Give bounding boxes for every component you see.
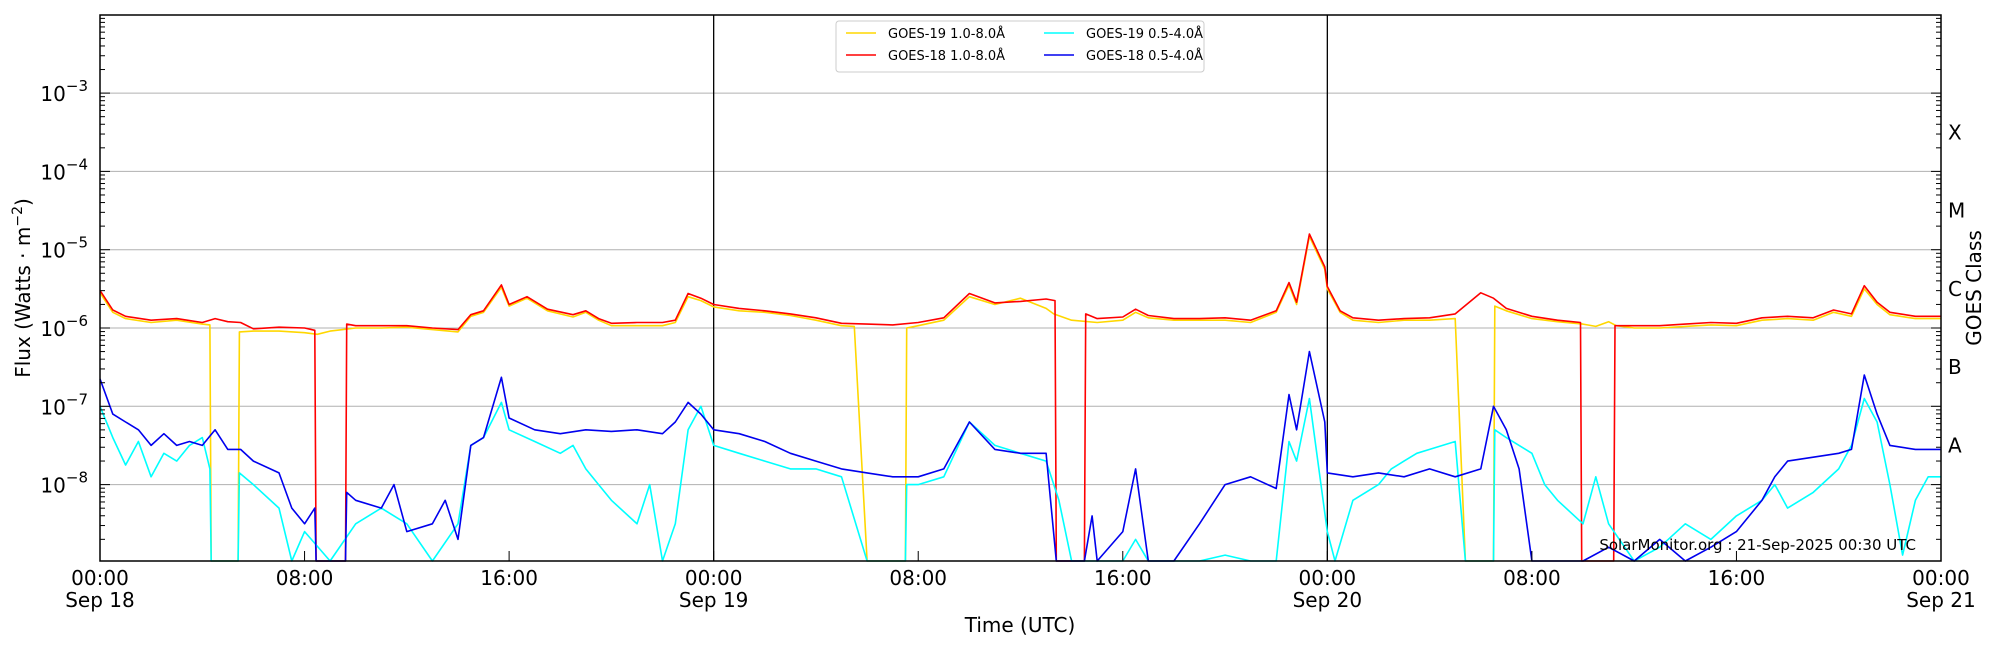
y-tick-label: 10−8 [40, 469, 88, 498]
y-axis-ticks: 10−3 10−4 10−5 10−6 10−7 10−8 [40, 17, 1941, 540]
series-line-0 [99, 235, 1941, 562]
day-boundary-lines [713, 15, 1328, 561]
y-axis-title: Flux (Watts · m−2) [10, 198, 35, 378]
legend-label: GOES-18 1.0-8.0Å [888, 48, 1005, 64]
watermark-text: SolarMonitor.org : 21-Sep-2025 00:30 UTC [1599, 536, 1916, 554]
goes-class-label: C [1948, 277, 1962, 301]
x-tick-date-label: Sep 21 [1906, 588, 1976, 612]
legend-label: GOES-19 0.5-4.0Å [1086, 26, 1203, 42]
legend-box [835, 20, 1205, 73]
x-tick-label: 08:00 [276, 566, 334, 590]
x-tick-label: 16:00 [480, 566, 538, 590]
y-tick-label: 10−6 [40, 312, 88, 341]
x-axis-title: Time (UTC) [964, 613, 1076, 637]
goes-class-label: B [1948, 355, 1962, 379]
x-tick-date-label: Sep 18 [65, 588, 135, 612]
legend-label: GOES-18 0.5-4.0Å [1086, 48, 1203, 64]
legend-label: GOES-19 1.0-8.0Å [888, 26, 1005, 42]
x-tick-label: 08:00 [889, 566, 947, 590]
x-tick-date-label: Sep 19 [679, 588, 749, 612]
series-line-3 [99, 350, 1941, 562]
goes-class-label: M [1948, 199, 1965, 223]
y-tick-label: 10−7 [40, 390, 88, 419]
x-tick-label: 00:00 [1912, 566, 1970, 590]
x-tick-label: 08:00 [1503, 566, 1561, 590]
x-tick-label: 16:00 [1708, 566, 1766, 590]
x-tick-label: 16:00 [1094, 566, 1152, 590]
y-tick-label: 10−3 [40, 77, 88, 106]
data-series [99, 233, 1941, 562]
legend: GOES-19 1.0-8.0Å GOES-19 0.5-4.0Å GOES-18 … [835, 20, 1205, 73]
right-axis-title: GOES Class [1962, 230, 1986, 346]
plot-frame [99, 14, 1942, 562]
x-tick-label: 00:00 [1299, 566, 1357, 590]
y-tick-label: 10−4 [40, 155, 88, 184]
goes-class-labels: X M C B A [1948, 120, 1965, 457]
x-tick-date-label: Sep 20 [1293, 588, 1363, 612]
x-tick-label: 00:00 [685, 566, 743, 590]
y-tick-label: 10−5 [40, 234, 88, 263]
x-tick-label: 00:00 [71, 566, 129, 590]
goes-class-label: A [1948, 433, 1962, 457]
horizontal-gridlines [100, 92, 1941, 486]
y-axis-title-text: Flux (Watts · m [11, 227, 35, 378]
goes-class-label: X [1948, 120, 1962, 144]
